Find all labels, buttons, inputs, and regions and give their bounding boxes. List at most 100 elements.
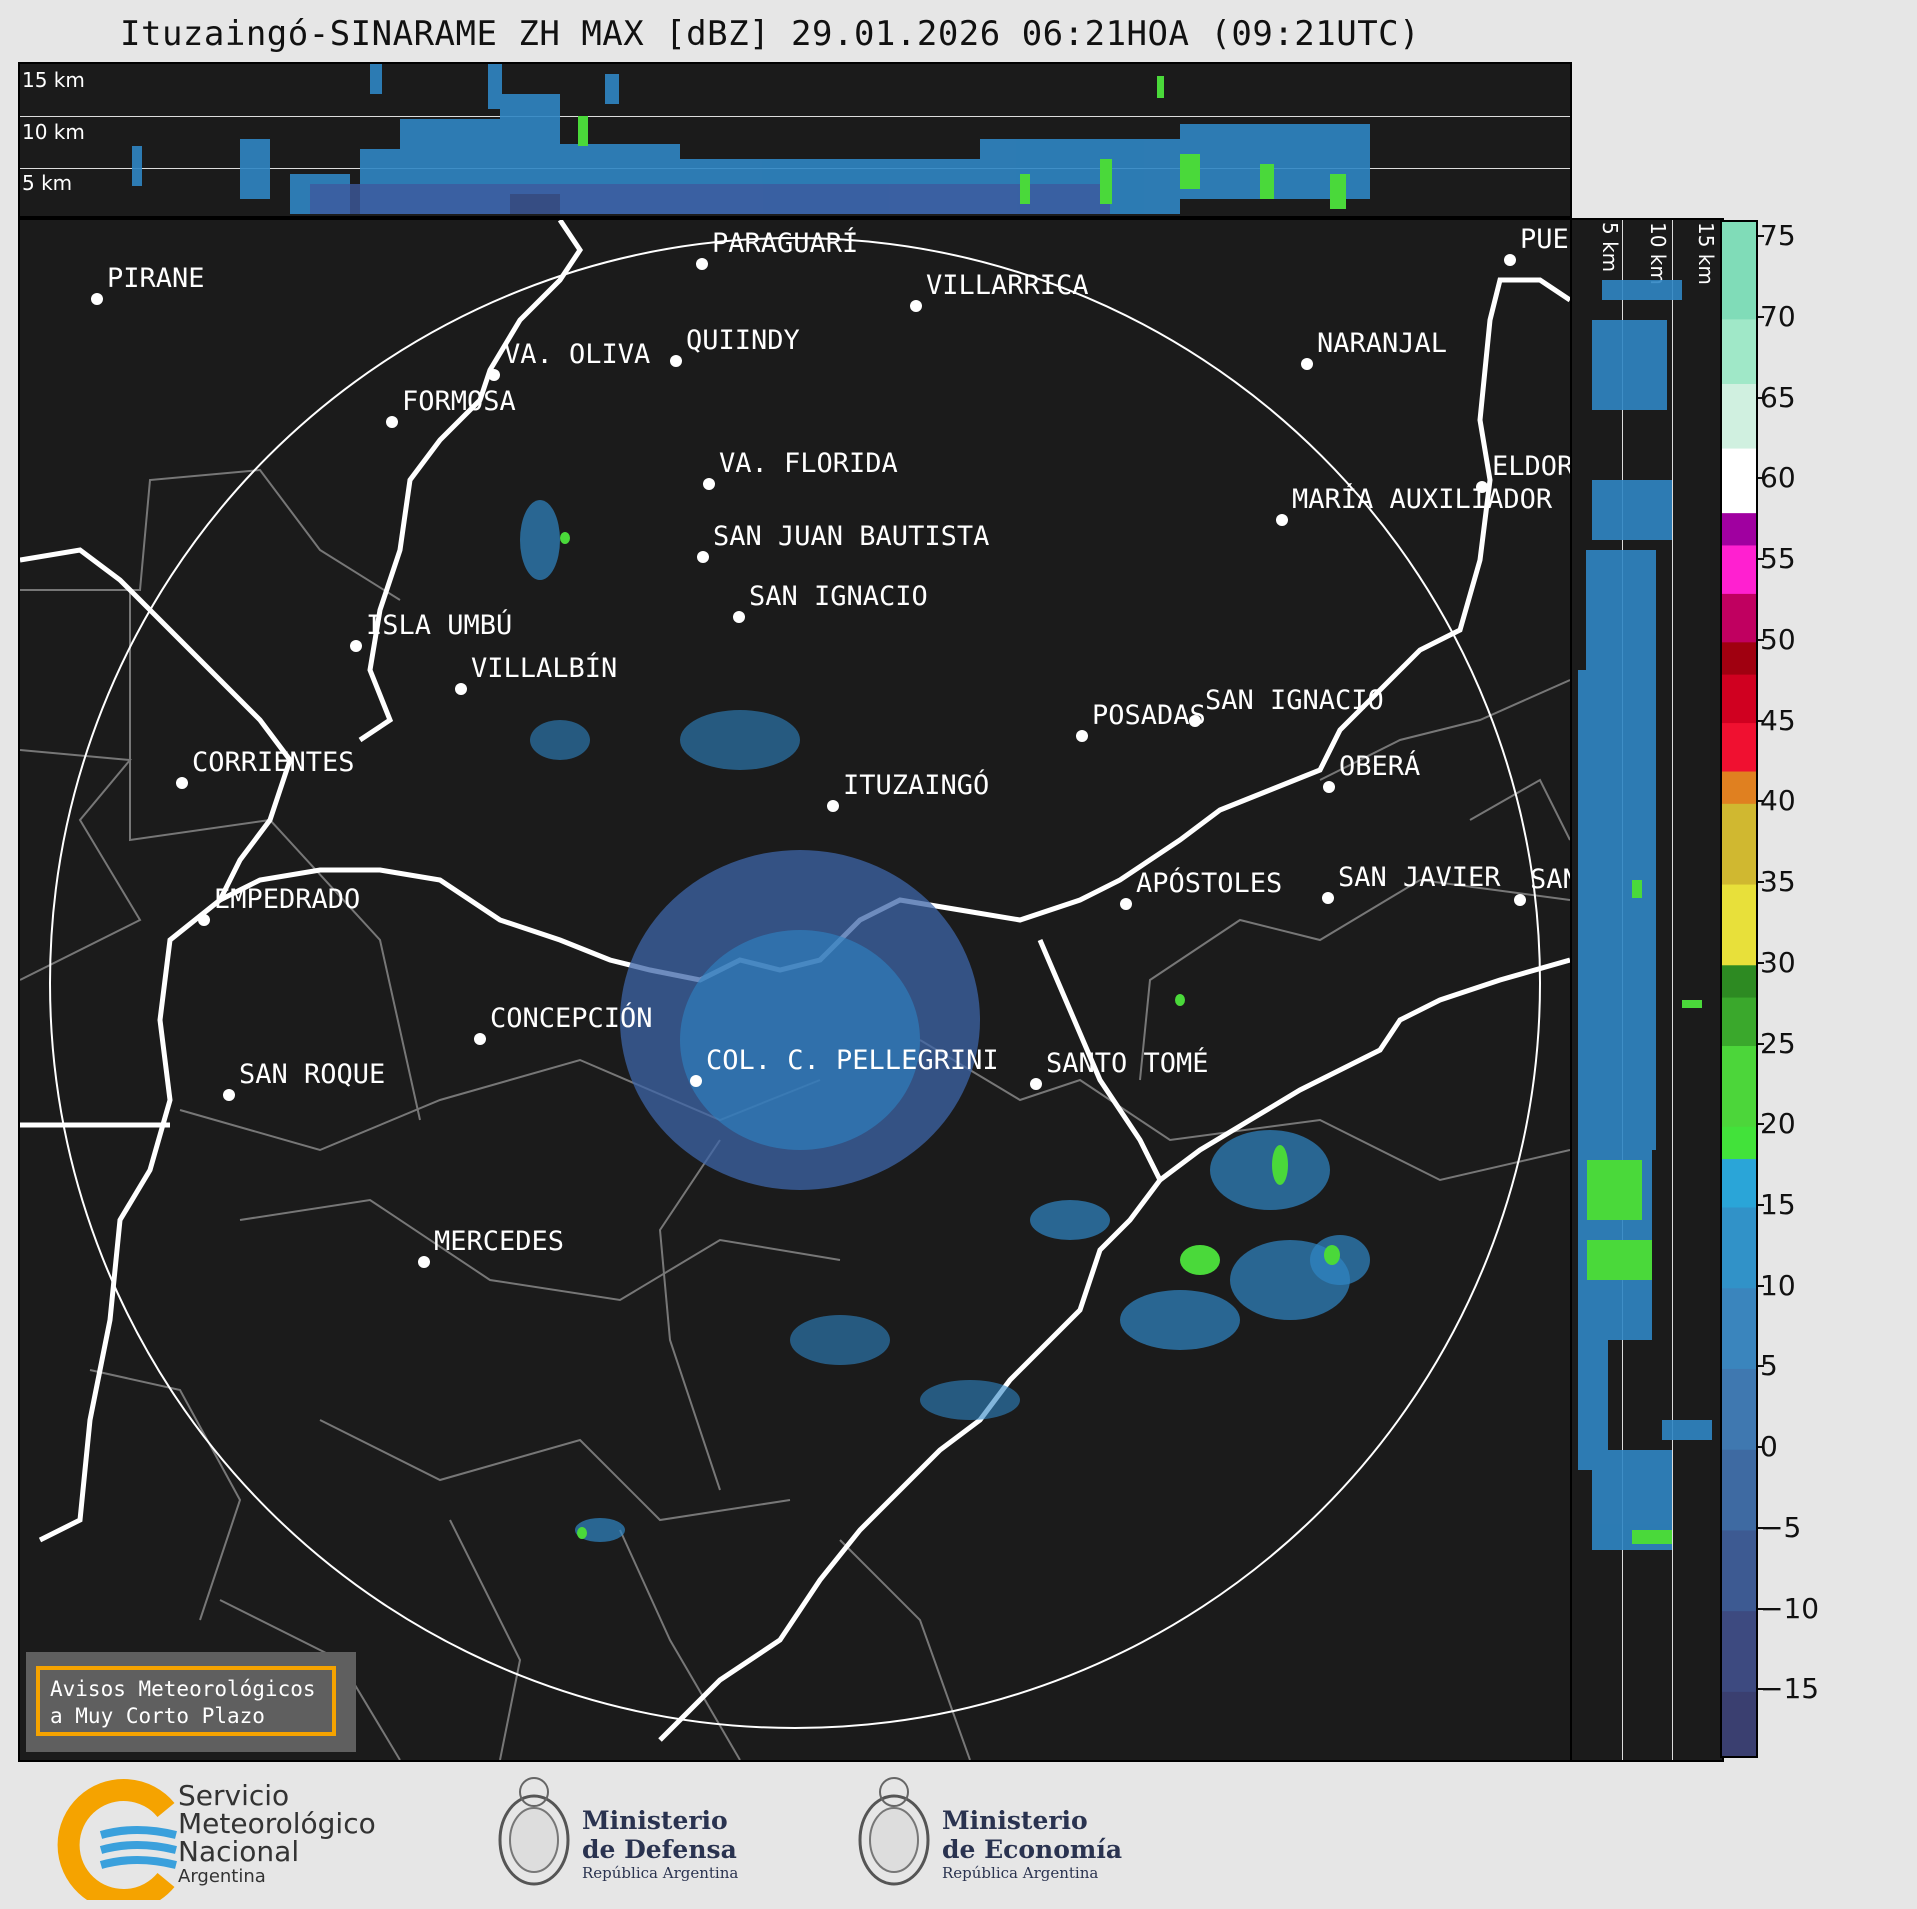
- city-marker: OBERÁ: [1323, 750, 1420, 793]
- city-label: SAN: [1530, 864, 1570, 895]
- colorbar-segment: [1722, 222, 1756, 320]
- colorbar-tick: [1758, 1123, 1764, 1126]
- city-marker: VILLARRICA: [910, 270, 1089, 312]
- city-marker: SANTO TOMÉ: [1030, 1047, 1209, 1090]
- city-label: MARÍA AUXILIADOR: [1292, 483, 1553, 515]
- city-marker: PUER: [1504, 224, 1570, 266]
- colorbar-tick: [1758, 719, 1764, 722]
- city-dot: [703, 478, 715, 490]
- city-label: CORRIENTES: [192, 747, 355, 778]
- colorbar-tick-label: 5: [1760, 1349, 1778, 1383]
- colorbar-tick: [1758, 315, 1764, 318]
- city-marker: POSADAS: [1076, 700, 1206, 742]
- side-height-label-10km: 10 km: [1646, 222, 1670, 285]
- defensa-line-3: República Argentina: [582, 1864, 739, 1882]
- defensa-line-2: de Defensa: [582, 1835, 737, 1864]
- city-dot: [733, 611, 745, 623]
- city-dot: [910, 300, 922, 312]
- city-label: SAN JUAN BAUTISTA: [713, 521, 989, 552]
- map-drawing: PIRANE PARAGUARÍ VILLARRICA PUER QUIINDY VA. …: [20, 220, 1570, 1760]
- city-dot: [1504, 254, 1516, 266]
- city-label: NARANJAL: [1317, 328, 1447, 359]
- city-dot: [670, 355, 682, 367]
- city-label: VILLALBÍN: [471, 652, 617, 684]
- city-dot: [1476, 481, 1488, 493]
- radar-range-ring: [49, 237, 1541, 1729]
- city-marker: COL. C. PELLEGRINI: [690, 1045, 999, 1087]
- grid-line-10km-vertical: [1672, 220, 1673, 1760]
- colorbar-tick: [1758, 1526, 1764, 1529]
- colorbar-tick-label: 55: [1760, 542, 1796, 576]
- colorbar-tick-label: 65: [1760, 380, 1796, 414]
- colorbar-tick-label: 30: [1760, 945, 1796, 979]
- city-dot: [455, 683, 467, 695]
- economia-line-2: de Economía: [942, 1835, 1123, 1864]
- defensa-line-1: Ministerio: [582, 1806, 728, 1835]
- economia-line-1: Ministerio: [942, 1806, 1088, 1835]
- city-label: COL. C. PELLEGRINI: [706, 1045, 999, 1076]
- colorbar-tick-label: 75: [1760, 219, 1796, 253]
- colorbar-segment: [1722, 1691, 1756, 1756]
- city-label: FORMOSA: [402, 386, 516, 417]
- aviso-line-1: Avisos Meteorológicos: [50, 1677, 316, 1701]
- height-label-15km: 15 km: [22, 68, 85, 92]
- city-label: CONCEPCIÓN: [490, 1002, 653, 1034]
- city-label: PUER: [1520, 224, 1570, 255]
- city-marker: NARANJAL: [1301, 328, 1447, 370]
- city-label: MERCEDES: [434, 1226, 564, 1257]
- city-dot: [1276, 514, 1288, 526]
- city-label: PIRANE: [107, 263, 205, 294]
- colorbar-tick: [1758, 558, 1764, 561]
- colorbar-segment: [1722, 1610, 1756, 1692]
- colorbar-segment: [1722, 1126, 1756, 1160]
- city-dot: [697, 551, 709, 563]
- city-label: SANTO TOMÉ: [1046, 1047, 1209, 1079]
- city-dot: [827, 800, 839, 812]
- smn-name-line-3: Nacional: [178, 1835, 300, 1868]
- aviso-frame[interactable]: Avisos Meteorológicos a Muy Corto Plazo: [36, 1666, 336, 1736]
- city-dot: [91, 293, 103, 305]
- city-dot: [1301, 358, 1313, 370]
- page-title: Ituzaingó-SINARAME ZH MAX [dBZ] 29.01.20…: [120, 14, 1421, 54]
- city-marker: MERCEDES: [418, 1226, 564, 1268]
- city-marker: CORRIENTES: [176, 747, 355, 789]
- aviso-banner[interactable]: Avisos Meteorológicos a Muy Corto Plazo: [26, 1652, 356, 1752]
- city-marker: SAN IGNACIO: [1189, 685, 1384, 727]
- colorbar-segment: [1722, 593, 1756, 643]
- city-dot: [198, 914, 210, 926]
- colorbar-tick: [1758, 638, 1764, 641]
- colorbar-tick-label: 20: [1760, 1107, 1796, 1141]
- city-label: VA. FLORIDA: [719, 448, 898, 479]
- city-label: VILLARRICA: [926, 270, 1089, 301]
- colorbar-segment: [1722, 1449, 1756, 1531]
- smn-logo-icon: [57, 1779, 177, 1900]
- colorbar-segment: [1722, 884, 1756, 966]
- side-profile-echoes: [1578, 280, 1712, 1550]
- city-marker: SAN ROQUE: [223, 1059, 385, 1101]
- colorbar-tick: [1758, 235, 1764, 238]
- colorbar-segment: [1722, 1158, 1756, 1208]
- colorbar-segment: [1722, 674, 1756, 724]
- height-label-5km: 5 km: [22, 171, 73, 195]
- colorbar-tick-label: 35: [1760, 865, 1796, 899]
- city-dot: [488, 369, 500, 381]
- colorbar-tick-label: 45: [1760, 703, 1796, 737]
- city-layer: PIRANE PARAGUARÍ VILLARRICA PUER QUIINDY VA. …: [91, 224, 1570, 1268]
- city-dot: [1189, 715, 1201, 727]
- radar-map[interactable]: PIRANE PARAGUARÍ VILLARRICA PUER QUIINDY VA. …: [18, 218, 1572, 1762]
- colorbar-segment: [1722, 1368, 1756, 1450]
- city-label: OBERÁ: [1339, 750, 1420, 782]
- city-marker: PARAGUARÍ: [696, 227, 858, 270]
- city-marker: SAN: [1514, 864, 1570, 906]
- city-marker: ITUZAINGÓ: [827, 769, 989, 812]
- city-dot: [1323, 781, 1335, 793]
- city-label: PARAGUARÍ: [712, 227, 858, 259]
- colorbar-tick: [1758, 1688, 1764, 1691]
- radar-echoes: [520, 500, 1370, 1542]
- colorbar-tick-label: 25: [1760, 1026, 1796, 1060]
- top-profile-echoes: [132, 64, 1370, 214]
- city-dot: [1514, 894, 1526, 906]
- colorbar-tick: [1758, 1365, 1764, 1368]
- defensa-seal-icon: [498, 1777, 570, 1886]
- colorbar-tick-label: 50: [1760, 622, 1796, 656]
